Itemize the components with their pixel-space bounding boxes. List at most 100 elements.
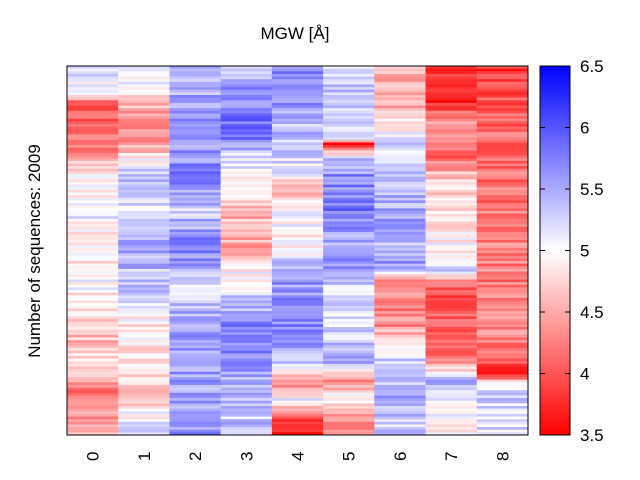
heatmap-cell bbox=[476, 89, 529, 93]
heatmap-cell bbox=[374, 71, 426, 75]
heatmap-cell bbox=[425, 406, 478, 410]
heatmap-cell bbox=[374, 326, 426, 330]
heatmap-cell bbox=[220, 342, 273, 346]
heatmap-cell bbox=[118, 89, 170, 93]
heatmap-cell bbox=[67, 371, 119, 375]
heatmap-cell bbox=[271, 319, 324, 323]
heatmap-cell bbox=[323, 245, 375, 249]
heatmap-cell bbox=[118, 300, 170, 304]
heatmap-cell bbox=[425, 366, 478, 370]
heatmap-cell bbox=[169, 242, 222, 246]
heatmap-cell bbox=[374, 361, 426, 365]
heatmap-cell bbox=[271, 110, 324, 114]
heatmap-cell bbox=[271, 142, 324, 146]
heatmap-cell bbox=[67, 147, 119, 151]
heatmap-cell bbox=[220, 424, 273, 428]
heatmap-cell bbox=[323, 334, 375, 338]
heatmap-cell bbox=[323, 429, 375, 433]
heatmap-cell bbox=[118, 123, 170, 128]
heatmap-cell bbox=[118, 171, 170, 175]
heatmap-cell bbox=[220, 361, 273, 365]
heatmap-cell bbox=[271, 263, 324, 267]
heatmap-cell bbox=[425, 324, 478, 328]
heatmap-cell bbox=[118, 168, 170, 172]
heatmap-cell bbox=[169, 192, 222, 196]
heatmap-cell bbox=[323, 113, 375, 117]
heatmap-cell bbox=[374, 145, 426, 149]
heatmap-cell bbox=[323, 295, 375, 299]
heatmap-cell bbox=[169, 87, 222, 91]
heatmap-cell bbox=[67, 313, 119, 317]
heatmap-cell bbox=[374, 176, 426, 180]
heatmap-cell bbox=[220, 413, 273, 417]
heatmap-cell bbox=[323, 350, 375, 354]
heatmap-cell bbox=[67, 113, 119, 117]
heatmap-cell bbox=[67, 234, 119, 238]
heatmap-cell bbox=[67, 102, 119, 106]
heatmap-cell bbox=[271, 232, 324, 236]
heatmap-cell bbox=[476, 152, 529, 157]
heatmap-cell bbox=[374, 239, 426, 243]
heatmap-cell bbox=[323, 411, 375, 415]
heatmap-cell bbox=[220, 326, 273, 330]
heatmap-cell bbox=[169, 221, 222, 225]
heatmap-cell bbox=[220, 369, 273, 373]
heatmap-cell bbox=[169, 224, 222, 228]
heatmap-cell bbox=[67, 250, 119, 254]
heatmap-cell bbox=[67, 392, 119, 396]
heatmap-cell bbox=[374, 168, 426, 172]
heatmap-cell bbox=[323, 348, 375, 352]
heatmap-cell bbox=[374, 345, 426, 349]
heatmap-cell bbox=[118, 255, 170, 259]
heatmap-cell bbox=[169, 73, 222, 77]
heatmap-cell bbox=[425, 400, 478, 404]
heatmap-cell bbox=[67, 100, 119, 104]
heatmap-cell bbox=[220, 81, 273, 85]
heatmap-cell bbox=[271, 152, 324, 157]
heatmap-cell bbox=[374, 221, 426, 225]
heatmap-cell bbox=[476, 413, 529, 417]
heatmap-cell bbox=[425, 358, 478, 362]
heatmap-cell bbox=[323, 398, 375, 402]
heatmap-cell bbox=[220, 348, 273, 352]
heatmap-cell bbox=[169, 68, 222, 72]
heatmap-cell bbox=[220, 377, 273, 381]
heatmap-cell bbox=[374, 274, 426, 278]
heatmap-cell bbox=[220, 379, 273, 383]
heatmap-cell bbox=[323, 276, 375, 280]
heatmap-cell bbox=[67, 300, 119, 304]
heatmap-cell bbox=[118, 284, 170, 288]
heatmap-cell bbox=[271, 258, 324, 262]
heatmap-cell bbox=[476, 108, 529, 112]
heatmap-cell bbox=[374, 126, 426, 130]
heatmap-cell bbox=[425, 266, 478, 270]
heatmap-cell bbox=[169, 176, 222, 180]
heatmap-cell bbox=[169, 406, 222, 410]
heatmap-cell bbox=[118, 303, 170, 307]
heatmap-cell bbox=[374, 242, 426, 246]
heatmap-cell bbox=[169, 432, 222, 436]
heatmap-cell bbox=[169, 110, 222, 114]
heatmap-cell bbox=[271, 345, 324, 349]
heatmap-cell bbox=[425, 229, 478, 233]
heatmap-cell bbox=[220, 319, 273, 323]
heatmap-cell bbox=[169, 108, 222, 112]
heatmap-cell bbox=[118, 200, 170, 204]
heatmap-cell bbox=[476, 297, 529, 301]
heatmap-cell bbox=[169, 319, 222, 323]
heatmap-cell bbox=[169, 66, 222, 70]
heatmap-cell bbox=[220, 290, 273, 294]
heatmap-cell bbox=[271, 71, 324, 75]
heatmap-cell bbox=[67, 142, 119, 146]
heatmap-cell bbox=[118, 189, 170, 193]
heatmap-cell bbox=[425, 403, 478, 407]
heatmap-cell bbox=[425, 382, 478, 386]
heatmap-cell bbox=[118, 176, 170, 180]
plot-frame bbox=[66, 65, 529, 436]
heatmap-cell bbox=[220, 316, 273, 320]
heatmap-cell bbox=[220, 102, 273, 106]
heatmap-cell bbox=[169, 197, 222, 201]
heatmap-cell bbox=[323, 242, 375, 246]
heatmap-cell bbox=[271, 387, 324, 391]
